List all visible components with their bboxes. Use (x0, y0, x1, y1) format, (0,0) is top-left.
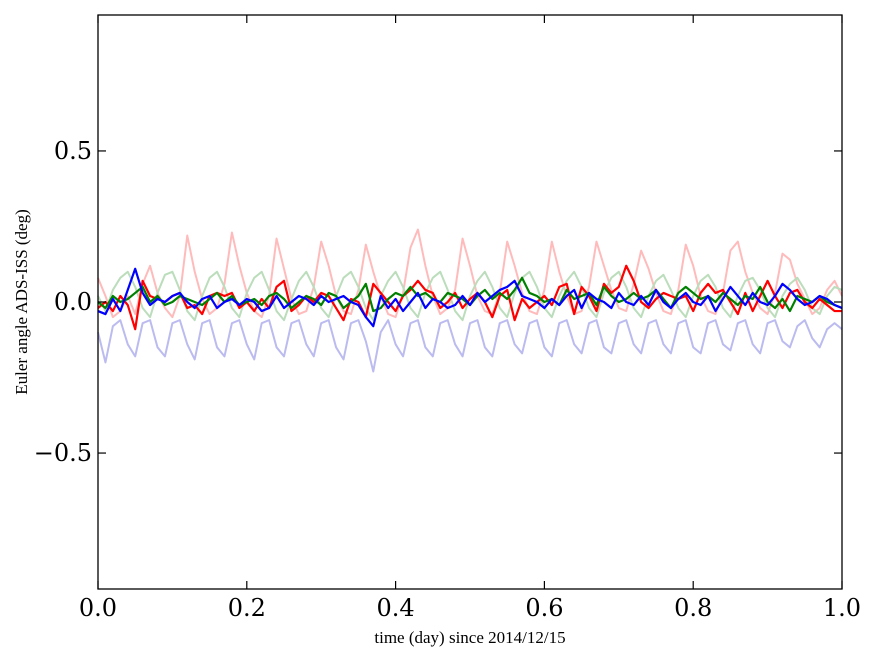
x-tick-label: 1.0 (823, 594, 861, 622)
x-tick-label: 0.0 (79, 594, 117, 622)
x-tick-label: 0.8 (674, 594, 712, 622)
y-tick-label: 0.5 (54, 137, 92, 165)
x-axis-label: time (day) since 2014/12/15 (374, 628, 565, 647)
x-tick-label: 0.6 (525, 594, 563, 622)
y-axis-label: Euler angle ADS-ISS (deg) (12, 209, 31, 395)
plot-frame (97, 14, 843, 590)
series-line-3 (97, 319, 843, 373)
series-line-4 (97, 264, 842, 331)
x-tick-label: 0.4 (377, 594, 415, 622)
series-line-6 (97, 267, 843, 328)
series-layer (97, 228, 843, 373)
x-tick-label: 0.2 (228, 594, 266, 622)
y-tick-label: −0.5 (34, 439, 92, 467)
y-tick-label: 0.0 (54, 288, 92, 316)
tick-layer: 0.0 0.2 0.4 0.6 0.8 1.0 −0.5 0.0 0.5 (34, 15, 861, 622)
series-line-2 (97, 270, 843, 322)
